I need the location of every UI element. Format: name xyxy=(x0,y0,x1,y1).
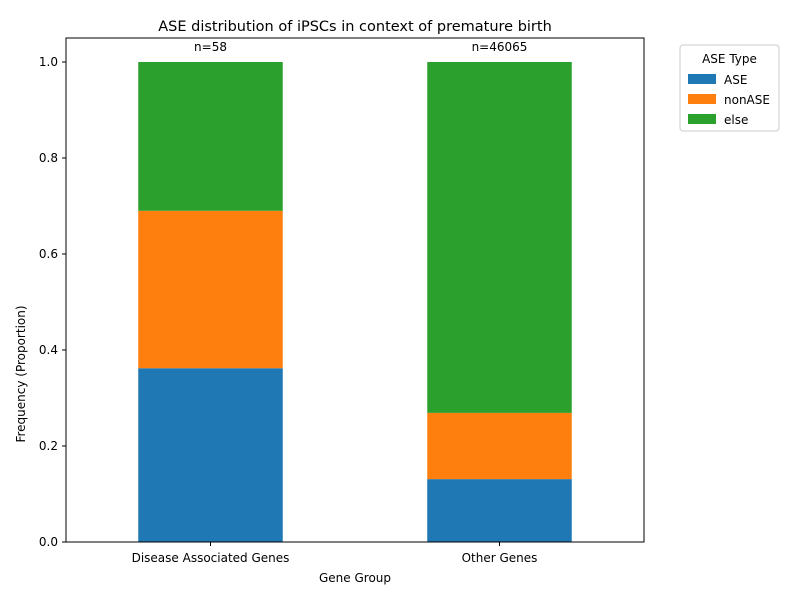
bar-segment-nonase-0 xyxy=(138,210,283,369)
bar-segment-ase-1 xyxy=(427,479,572,542)
bar-annotation-1: n=46065 xyxy=(472,40,528,54)
legend-swatch-else xyxy=(688,114,716,124)
bar-annotations-layer: n=58 n=46065 xyxy=(194,40,527,54)
y-tick-label-2: 0.4 xyxy=(39,343,58,357)
axes-layer: 0.0 0.2 0.4 0.6 0.8 1.0 Disease Associated Gen… xyxy=(39,37,645,565)
y-tick-label-0: 0.0 xyxy=(39,535,58,549)
y-tick-label-3: 0.6 xyxy=(39,247,58,261)
legend-swatch-nonase xyxy=(688,94,716,104)
chart-title: ASE distribution of iPSCs in context of … xyxy=(158,19,552,35)
bar-annotation-0: n=58 xyxy=(194,40,227,54)
bar-segment-nonase-1 xyxy=(427,412,572,480)
legend-label-ase: ASE xyxy=(724,73,747,87)
legend-box xyxy=(679,44,780,132)
x-tick-label-1: Other Genes xyxy=(462,551,538,565)
legend-swatch-ase xyxy=(688,74,716,84)
y-tick-label-1: 0.2 xyxy=(39,439,58,453)
legend-label-nonase: nonASE xyxy=(724,93,770,107)
y-axis-label: Frequency (Proportion) xyxy=(14,305,28,442)
bar-segment-else-0 xyxy=(138,62,283,211)
legend-title: ASE Type xyxy=(702,52,757,66)
legend: ASE Type ASE nonASE else xyxy=(679,44,780,132)
bar-segment-else-1 xyxy=(427,62,572,413)
x-tick-label-0: Disease Associated Genes xyxy=(132,551,290,565)
bar-segment-ase-0 xyxy=(138,368,283,542)
y-tick-label-5: 1.0 xyxy=(39,55,58,69)
y-tick-label-4: 0.8 xyxy=(39,151,58,165)
bars-layer xyxy=(138,62,572,542)
plot-frame xyxy=(65,37,645,543)
x-axis-label: Gene Group xyxy=(319,571,391,585)
legend-label-else: else xyxy=(724,113,748,127)
